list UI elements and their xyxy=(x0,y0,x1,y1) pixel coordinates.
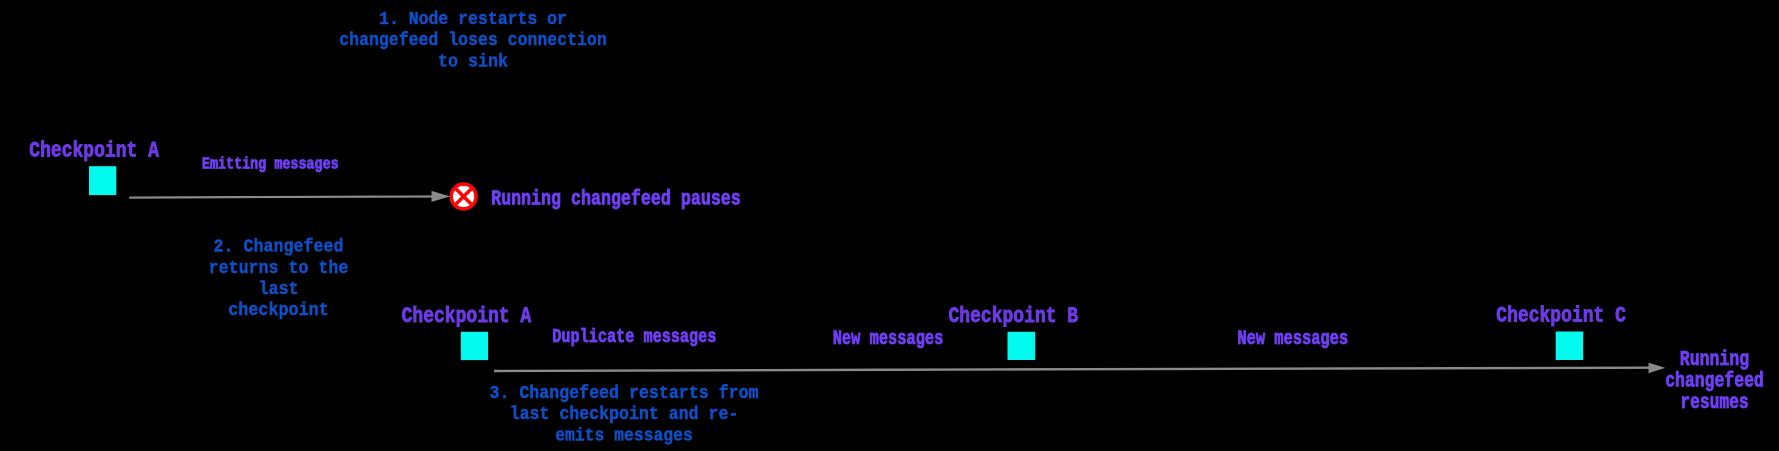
svg-text:3. Changefeed restarts from: 3. Changefeed restarts from xyxy=(489,382,758,404)
svg-text:New messages: New messages xyxy=(1237,328,1348,351)
svg-text:Checkpoint A: Checkpoint A xyxy=(29,139,159,164)
svg-text:checkpoint: checkpoint xyxy=(228,299,329,321)
svg-text:to sink: to sink xyxy=(438,50,508,72)
svg-text:emits messages: emits messages xyxy=(555,424,693,446)
svg-text:returns to the: returns to the xyxy=(209,257,349,279)
svg-text:last: last xyxy=(258,278,298,300)
svg-text:changefeed: changefeed xyxy=(1665,369,1764,393)
svg-text:New messages: New messages xyxy=(833,328,944,351)
svg-text:Checkpoint B: Checkpoint B xyxy=(949,304,1079,329)
svg-text:2. Changefeed: 2. Changefeed xyxy=(214,236,344,258)
svg-text:Running changefeed pauses: Running changefeed pauses xyxy=(491,188,741,211)
svg-text:changefeed loses connection: changefeed loses connection xyxy=(339,29,607,51)
svg-text:Checkpoint A: Checkpoint A xyxy=(402,304,532,329)
svg-text:Emitting messages: Emitting messages xyxy=(202,155,339,174)
svg-text:Checkpoint C: Checkpoint C xyxy=(1496,304,1626,329)
svg-text:resumes: resumes xyxy=(1680,391,1748,415)
svg-text:1. Node restarts or: 1. Node restarts or xyxy=(379,8,567,30)
svg-text:last checkpoint and re-: last checkpoint and re- xyxy=(510,403,739,425)
svg-text:Running: Running xyxy=(1680,348,1749,372)
svg-text:Duplicate messages: Duplicate messages xyxy=(552,326,716,348)
